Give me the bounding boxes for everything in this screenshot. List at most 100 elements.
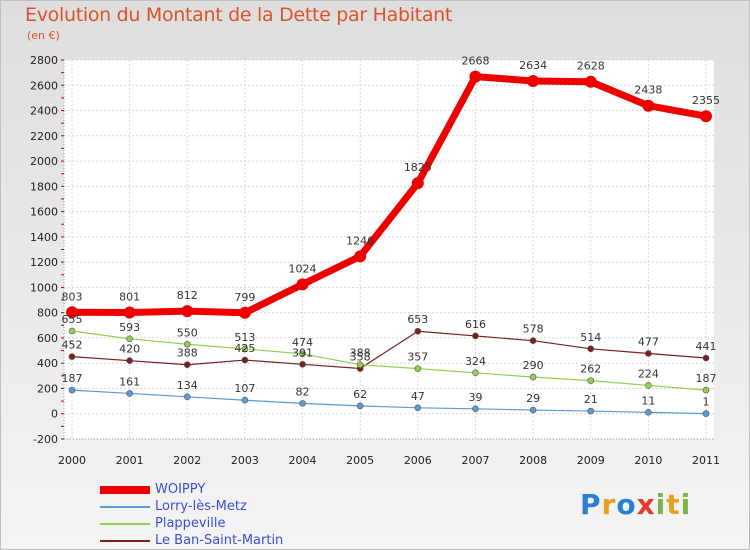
data-label: 39 [468,391,482,404]
data-point [414,327,422,335]
x-tick-label: 2009 [577,454,605,467]
y-tick-label: 1400 [30,231,58,244]
data-point [296,278,309,291]
data-label: 1 [703,396,710,409]
data-label: 187 [62,372,83,385]
data-point [645,350,652,357]
data-label: 107 [234,382,255,395]
data-label: 358 [350,351,371,364]
data-point [414,365,422,372]
data-label: 29 [526,392,540,405]
data-label: 391 [292,346,313,359]
data-point [126,335,133,343]
logo-letter: x [636,488,656,521]
legend-label: WOIPPY [155,482,206,497]
data-label: 593 [119,321,140,334]
data-point [181,305,194,318]
data-point [411,177,424,190]
data-label: 161 [119,375,140,388]
x-tick-label: 2000 [58,454,86,467]
y-tick-label: 1200 [30,256,58,269]
data-label: 1246 [346,234,374,247]
data-point [354,250,367,263]
x-tick-label: 2008 [519,454,547,467]
x-tick-label: 2006 [404,454,432,467]
data-point [241,356,249,364]
y-tick-label: 600 [37,332,58,345]
data-label: 47 [411,390,425,403]
data-point [587,345,595,353]
data-point [642,99,655,112]
logo-letter: r [601,488,617,521]
data-point [645,409,652,416]
data-point [584,75,597,88]
data-label: 474 [292,336,313,349]
data-label: 11 [641,394,655,407]
data-point [183,361,191,369]
data-point [469,70,482,83]
data-label: 801 [119,291,140,304]
x-tick-label: 2004 [289,454,317,467]
data-point [238,306,251,319]
data-point [527,74,540,87]
data-label: 441 [696,340,717,353]
data-label: 452 [62,339,83,352]
data-label: 550 [177,326,198,339]
y-tick-label: 1600 [30,206,58,219]
data-point [702,410,710,417]
data-label: 388 [177,347,198,360]
y-tick-label: 1000 [30,281,58,294]
data-point [472,405,479,413]
data-point [587,377,595,384]
data-point [529,406,537,414]
data-point [356,361,364,369]
x-tick-label: 2002 [173,454,201,467]
logo-letter: i [655,488,667,521]
legend-swatch [100,540,150,542]
data-point [299,350,306,358]
data-label: 477 [638,335,659,348]
data-label: 262 [580,363,601,376]
series-line [71,389,707,415]
legend-swatch [100,506,150,508]
data-label: 388 [350,347,371,360]
legend-label: Plappeville [155,516,226,531]
data-label: 2438 [634,84,662,97]
data-label: 134 [177,379,198,392]
x-tick-label: 2005 [346,454,374,467]
y-tick-label: 200 [37,382,58,395]
data-point [126,390,133,397]
data-point [472,332,479,340]
x-tick-label: 2007 [461,454,489,467]
y-tick-label: 400 [37,357,58,370]
data-point [299,400,306,407]
data-point [126,357,133,364]
data-label: 187 [696,372,717,385]
data-point [472,369,479,377]
logo-letter: P [580,488,602,521]
data-point [68,353,76,360]
data-point [299,361,306,368]
data-point [414,404,422,412]
proxiti-logo: Proxiti [580,488,691,521]
y-tick-label: 2600 [30,79,58,92]
y-tick-label: 2800 [30,54,58,67]
y-tick-label: 2000 [30,155,58,168]
data-label: 2355 [692,94,720,107]
data-point [645,382,652,389]
y-tick-label: 0 [51,408,58,421]
data-label: 2628 [577,60,605,73]
x-tick-label: 2003 [231,454,259,467]
series-line [71,330,707,391]
logo-letter: o [616,488,637,521]
legend-label: Le Ban-Saint-Martin [155,533,284,548]
data-point [66,306,78,319]
data-point [529,373,537,381]
data-label: 62 [353,388,367,401]
series-line [71,330,707,370]
y-tick-label: 800 [37,307,58,320]
data-label: 803 [62,290,83,303]
legend-swatch [100,523,150,525]
y-tick-label: 2400 [30,105,58,118]
